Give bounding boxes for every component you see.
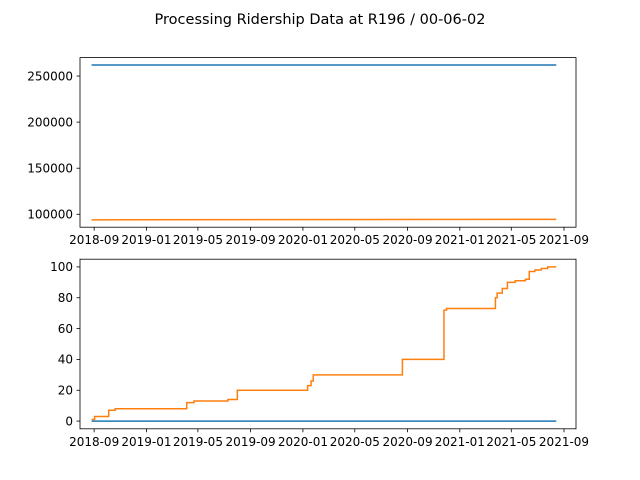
plot-1-x-tick-label-9: 2021-09	[539, 435, 589, 449]
plot-0-x-tick-label-0: 2018-09	[69, 233, 119, 247]
plot-1-y-tick-label-4: 80	[58, 291, 73, 305]
plot-1-y-tick-label-3: 60	[58, 322, 73, 336]
figure-title: Processing Ridership Data at R196 / 00-0…	[155, 12, 486, 28]
plot-1-x-tick-label-6: 2020-09	[382, 435, 432, 449]
plot-1-x-tick-label-3: 2019-09	[226, 435, 276, 449]
plot-1-x-tick-label-0: 2018-09	[69, 435, 119, 449]
plot-1-axes-frame	[79, 258, 577, 430]
plot-0-x-tick-label-3: 2019-09	[226, 233, 276, 247]
bottom-subplot: 2018-09 2019-01 2019-05 2019-09 2020-01 2020-…	[50, 258, 589, 449]
plot-1-x-tick-label-1: 2019-01	[121, 435, 171, 449]
plot-0-axes-frame	[79, 57, 577, 228]
plot-1-x-tick-label-2: 2019-05	[173, 435, 223, 449]
plot-0-y-tick-label-1: 150000	[27, 162, 73, 176]
plot-1-x-tick-label-7: 2021-01	[435, 435, 485, 449]
top-subplot: 2018-09 2019-01 2019-05 2019-09 2020-01 2020-…	[27, 57, 589, 247]
plot-1-y-tick-label-5: 100	[50, 260, 73, 274]
plot-1-x-tick-label-4: 2020-01	[278, 435, 328, 449]
plot-0-x-tick-label-2: 2019-05	[173, 233, 223, 247]
plot-0-x-tick-label-4: 2020-01	[278, 233, 328, 247]
plot-1-x-tick-label-5: 2020-05	[330, 435, 380, 449]
plot-1-x-tick-label-8: 2021-05	[486, 435, 536, 449]
plot-0-x-tick-label-7: 2021-01	[435, 233, 485, 247]
plot-0-x-tick-label-6: 2020-09	[382, 233, 432, 247]
plot-0-x-tick-label-5: 2020-05	[330, 233, 380, 247]
plot-1-y-tick-label-1: 20	[58, 384, 73, 398]
plot-1-series-1-line	[91, 266, 557, 421]
plot-0-x-tick-label-9: 2021-09	[539, 233, 589, 247]
plot-1-y-tick-label-2: 40	[58, 353, 73, 367]
plot-0-x-tick-label-8: 2021-05	[486, 233, 536, 247]
plot-0-y-tick-label-3: 250000	[27, 69, 73, 83]
plot-0-y-tick-label-2: 200000	[27, 115, 73, 129]
plot-0-y-tick-label-0: 100000	[27, 208, 73, 222]
plot-0-x-tick-label-1: 2019-01	[121, 233, 171, 247]
plot-1-y-tick-label-0: 0	[65, 414, 73, 428]
